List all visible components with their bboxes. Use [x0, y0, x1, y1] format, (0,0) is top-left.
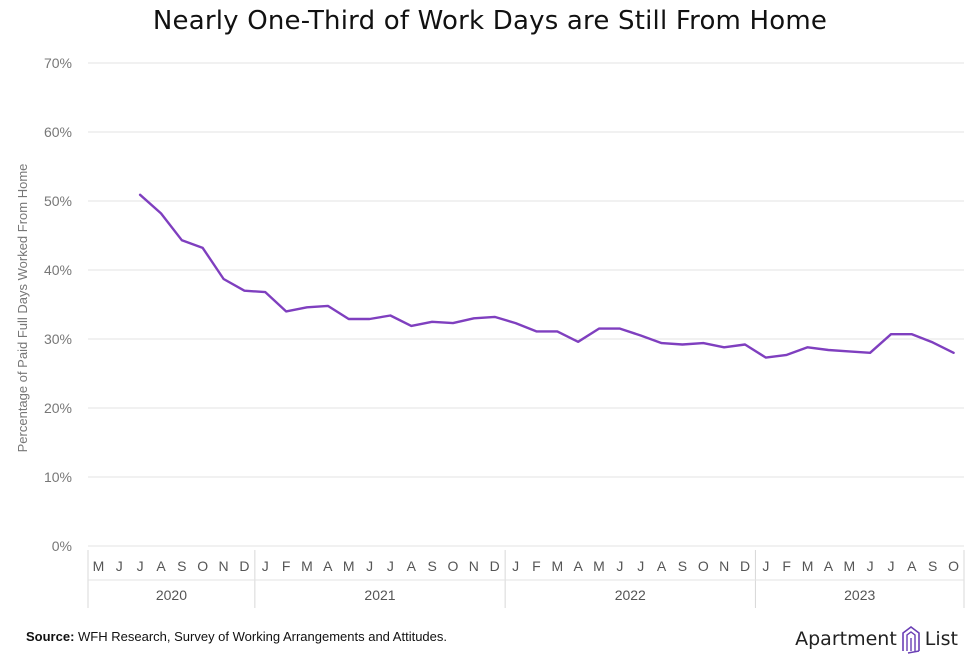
y-tick-label: 30%: [44, 331, 72, 347]
series: [138, 193, 955, 359]
x-year-label: 2022: [615, 587, 646, 603]
y-tick-label: 70%: [44, 55, 72, 71]
x-month-label: S: [177, 558, 186, 574]
x-month-label: M: [593, 558, 605, 574]
y-tick-label: 0%: [52, 538, 72, 554]
x-month-label: F: [782, 558, 791, 574]
x-month-label: A: [407, 558, 417, 574]
x-month-label: J: [387, 558, 394, 574]
y-axis-ticks: 0% 10% 20% 30% 40% 50% 60% 70%: [44, 55, 72, 554]
x-month-label: S: [678, 558, 687, 574]
x-month-label: M: [301, 558, 313, 574]
x-month-label: J: [137, 558, 144, 574]
source-label: Source:: [26, 629, 75, 644]
x-month-label: D: [490, 558, 500, 574]
x-month-label: A: [907, 558, 917, 574]
x-month-label: A: [156, 558, 166, 574]
x-year-label: 2020: [156, 587, 187, 603]
x-month-label: O: [948, 558, 959, 574]
x-month-label: M: [93, 558, 105, 574]
x-month-label: N: [469, 558, 479, 574]
logo-word-apartment: Apartment: [795, 628, 897, 650]
x-year-label: 2021: [364, 587, 395, 603]
x-month-label: A: [657, 558, 667, 574]
series-line: [138, 193, 955, 359]
x-month-label: J: [366, 558, 373, 574]
x-month-label: O: [448, 558, 459, 574]
x-month-label: J: [888, 558, 895, 574]
x-month-label: A: [573, 558, 583, 574]
x-month-label: M: [802, 558, 814, 574]
y-tick-label: 20%: [44, 400, 72, 416]
x-month-label: N: [719, 558, 729, 574]
x-month-label: S: [928, 558, 937, 574]
y-tick-label: 60%: [44, 124, 72, 140]
y-tick-label: 10%: [44, 469, 72, 485]
x-month-label: M: [551, 558, 563, 574]
x-month-label: O: [197, 558, 208, 574]
x-month-label: J: [616, 558, 623, 574]
x-month-label: M: [843, 558, 855, 574]
x-month-label: D: [239, 558, 249, 574]
y-tick-label: 40%: [44, 262, 72, 278]
x-month-label: J: [262, 558, 269, 574]
x-month-label: S: [427, 558, 436, 574]
x-year-label: 2023: [844, 587, 875, 603]
x-month-label: J: [867, 558, 874, 574]
chart-title: Nearly One-Third of Work Days are Still …: [152, 6, 828, 36]
x-month-label: N: [219, 558, 229, 574]
x-month-label: F: [282, 558, 291, 574]
x-month-label: J: [116, 558, 123, 574]
x-month-label: F: [532, 558, 541, 574]
source-text: WFH Research, Survey of Working Arrangem…: [78, 629, 448, 644]
y-axis-label: Percentage of Paid Full Days Worked From…: [15, 164, 30, 453]
building-icon: [901, 626, 920, 654]
x-month-label: O: [698, 558, 709, 574]
logo-word-list: List: [924, 628, 958, 650]
x-month-label: J: [637, 558, 644, 574]
source-note: Source: WFH Research, Survey of Working …: [26, 629, 447, 644]
x-month-label: J: [512, 558, 519, 574]
y-tick-label: 50%: [44, 193, 72, 209]
gridlines: [88, 62, 964, 547]
apartment-list-logo: Apartment List: [795, 624, 958, 654]
x-month-label: D: [740, 558, 750, 574]
x-month-label: A: [824, 558, 834, 574]
x-month-label: J: [762, 558, 769, 574]
x-month-label: A: [323, 558, 333, 574]
x-month-label: M: [343, 558, 355, 574]
